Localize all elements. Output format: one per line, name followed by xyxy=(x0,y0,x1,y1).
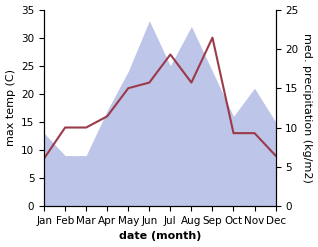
Y-axis label: max temp (C): max temp (C) xyxy=(5,69,16,146)
Y-axis label: med. precipitation (kg/m2): med. precipitation (kg/m2) xyxy=(302,33,313,183)
X-axis label: date (month): date (month) xyxy=(119,231,201,242)
